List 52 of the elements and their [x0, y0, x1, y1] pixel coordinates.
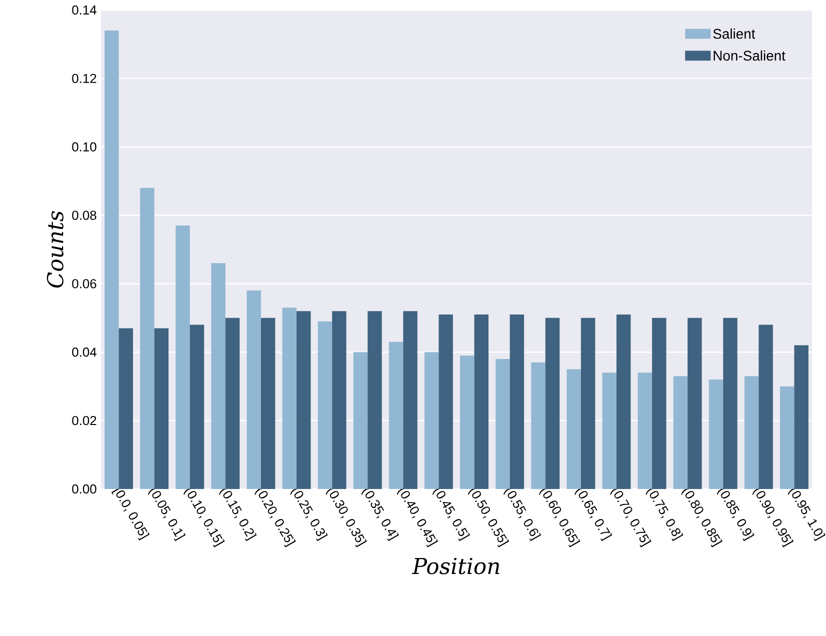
- bar: [673, 376, 688, 489]
- bar: [758, 324, 773, 489]
- bar: [638, 372, 652, 489]
- y-tick-label: 0.08: [72, 210, 96, 220]
- bar: [282, 308, 297, 489]
- bar: [496, 358, 510, 489]
- y-tick-label: 0.06: [72, 279, 96, 288]
- bar: [260, 318, 276, 489]
- bar: [140, 188, 154, 489]
- legend-label: Salient: [713, 28, 756, 39]
- bar: [602, 372, 616, 489]
- bar: [510, 314, 524, 489]
- bar: [794, 345, 808, 489]
- bar: [368, 311, 382, 489]
- bar: [474, 314, 488, 489]
- bar: [190, 324, 204, 489]
- legend-label: Non-Salient: [714, 50, 786, 61]
- bar: [332, 311, 346, 489]
- bar: [545, 318, 560, 489]
- bar: [688, 318, 702, 489]
- y-tick-label: 0.02: [72, 416, 96, 426]
- bar: [616, 314, 631, 489]
- bar: [708, 380, 724, 489]
- y-axis-title: Counts: [46, 211, 64, 288]
- y-tick-label: 0.14: [72, 5, 96, 15]
- bar: [246, 290, 261, 489]
- bar: [424, 352, 439, 489]
- bar: [460, 356, 474, 489]
- bar: [353, 352, 368, 489]
- bar: [225, 318, 240, 489]
- bar: [388, 342, 404, 489]
- bar: [211, 263, 226, 489]
- bar: [723, 318, 738, 489]
- bar: [580, 318, 596, 489]
- bar: [118, 328, 133, 489]
- bar: [780, 386, 794, 489]
- bar: [104, 30, 119, 489]
- x-axis-title: Position: [412, 558, 500, 574]
- bar: [744, 376, 759, 489]
- y-tick-label: 0.04: [72, 348, 96, 357]
- bar: [176, 226, 190, 489]
- bar: [531, 362, 546, 489]
- bar: [318, 321, 332, 489]
- y-tick-label: 0.10: [72, 142, 96, 152]
- bar: [652, 318, 666, 489]
- bar: [296, 311, 311, 489]
- y-tick-label: 0.12: [72, 74, 96, 84]
- bar: [154, 328, 169, 489]
- bar: [438, 314, 453, 489]
- bar: [566, 369, 581, 489]
- y-tick-label: 0.00: [72, 484, 96, 494]
- bar: [403, 311, 418, 489]
